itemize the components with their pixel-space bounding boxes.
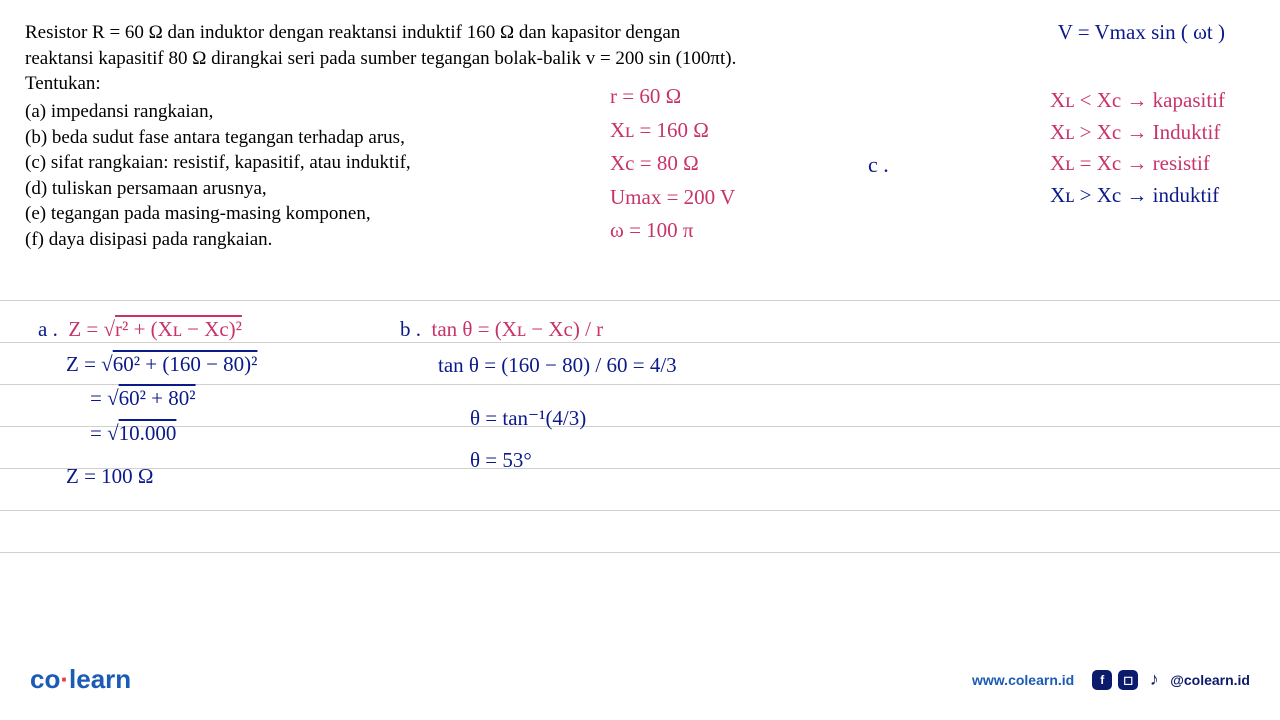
voltage-formula: V = Vmax sin ( ωt ) [1058,20,1225,45]
paper-line [0,300,1280,301]
given-values: r = 60 Ω Xʟ = 160 Ω Xc = 80 Ω Umax = 200… [610,80,735,248]
problem-line-2: reaktansi kapasitif 80 Ω dirangkai seri … [25,46,865,72]
social-icons: f ◻ ♪ @colearn.id [1092,670,1250,690]
sol-b-result: θ = 53° [400,437,677,479]
question-d: (d) tuliskan persamaan arusnya, [25,176,865,202]
paper-line [0,510,1280,511]
question-list: (a) impedansi rangkaian, (b) beda sudut … [25,99,865,253]
rule-resistif: Xʟ = Xc → resistif [1050,148,1225,180]
sol-a-formula: a . Z = √r² + (Xʟ − Xc)² [38,312,257,347]
rule-answer-c: Xʟ > Xc → induktif [1050,180,1225,212]
given-xl: Xʟ = 160 Ω [610,114,735,148]
website-link[interactable]: www.colearn.id [972,672,1074,688]
footer-right: www.colearn.id f ◻ ♪ @colearn.id [972,670,1250,690]
circuit-rules: Xʟ < Xc → kapasitif Xʟ > Xc → Induktif X… [1050,85,1225,211]
sol-b-formula: b . tan θ = (Xʟ − Xc) / r [400,312,677,348]
tiktok-icon[interactable]: ♪ [1144,670,1164,690]
question-e: (e) tegangan pada masing-masing komponen… [25,201,865,227]
rule-induktif: Xʟ > Xc → Induktif [1050,117,1225,149]
sol-a-step2: = √60² + 80² [38,381,257,416]
facebook-icon[interactable]: f [1092,670,1112,690]
logo-dot: · [60,664,69,694]
instagram-icon[interactable]: ◻ [1118,670,1138,690]
sol-a-step1: Z = √60² + (160 − 80)² [38,347,257,382]
solution-part-a: a . Z = √r² + (Xʟ − Xc)² Z = √60² + (160… [38,312,257,493]
brand-logo: co·learn [30,664,131,695]
paper-line [0,552,1280,553]
sol-b-step2: θ = tan⁻¹(4/3) [400,383,677,437]
problem-statement: Resistor R = 60 Ω dan induktor dengan re… [25,20,865,253]
given-umax: Umax = 200 V [610,181,735,215]
solution-part-b: b . tan θ = (Xʟ − Xc) / r tan θ = (160 −… [400,312,677,479]
given-r: r = 60 Ω [610,80,735,114]
sol-b-step1: tan θ = (160 − 80) / 60 = 4/3 [400,348,677,384]
sol-a-result: Z = 100 Ω [38,451,257,494]
footer: co·learn www.colearn.id f ◻ ♪ @colearn.i… [0,664,1280,695]
social-handle: @colearn.id [1170,672,1250,688]
question-b: (b) beda sudut fase antara tegangan terh… [25,125,865,151]
question-c: (c) sifat rangkaian: resistif, kapasitif… [25,150,865,176]
given-omega: ω = 100 π [610,214,735,248]
part-c-label: c . [868,152,889,178]
sol-a-step3: = √10.000 [38,416,257,451]
rule-kapasitif: Xʟ < Xc → kapasitif [1050,85,1225,117]
question-f: (f) daya disipasi pada rangkaian. [25,227,865,253]
problem-line-1: Resistor R = 60 Ω dan induktor dengan re… [25,20,865,46]
given-xc: Xc = 80 Ω [610,147,735,181]
question-a: (a) impedansi rangkaian, [25,99,865,125]
problem-line-3: Tentukan: [25,71,865,97]
